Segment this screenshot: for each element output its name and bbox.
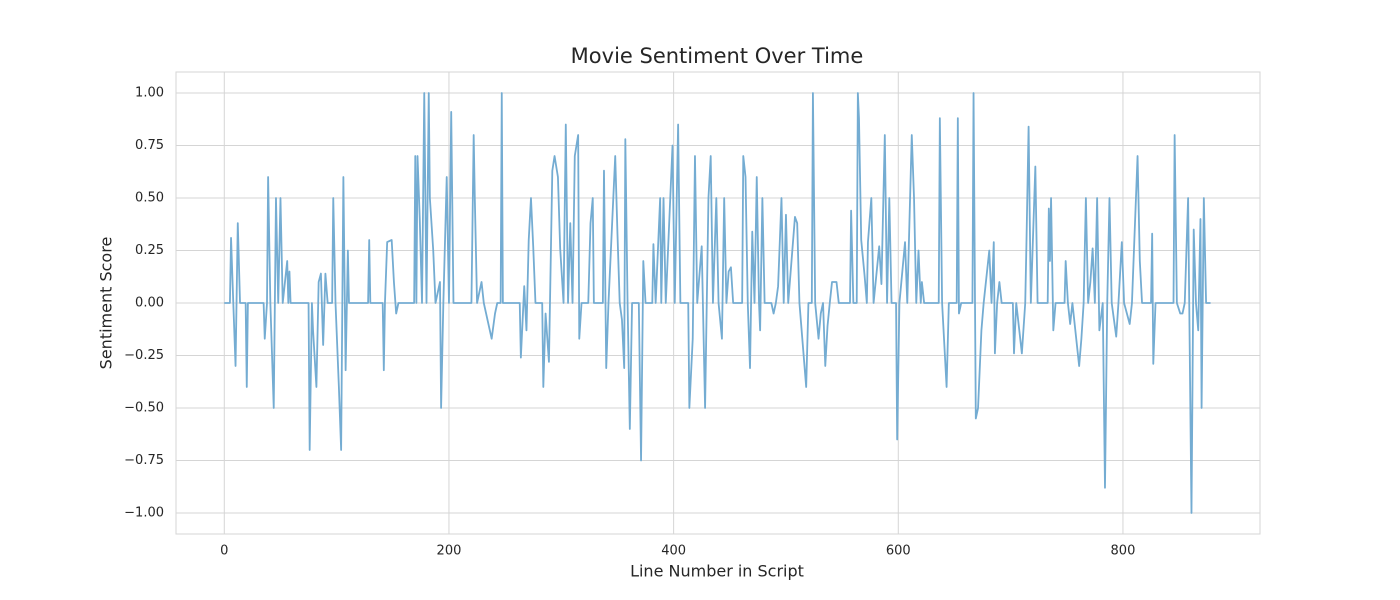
y-tick-label: 0.25	[135, 243, 164, 258]
plot-frame	[175, 71, 1261, 535]
x-tick-label: 0	[220, 544, 228, 559]
x-axis-label: Line Number in Script	[630, 562, 804, 581]
y-tick-label: −1.00	[124, 506, 164, 521]
y-tick-label: 1.00	[135, 86, 164, 101]
chart-title: Movie Sentiment Over Time	[571, 44, 864, 68]
y-tick-label: 0.75	[135, 138, 164, 153]
x-tick-label: 800	[1111, 544, 1136, 559]
y-tick-label: −0.25	[124, 348, 164, 363]
x-tick-label: 200	[437, 544, 462, 559]
data-line	[224, 92, 1211, 514]
x-tick-label: 400	[661, 544, 686, 559]
y-tick-label: −0.75	[124, 453, 164, 468]
x-tick-label: 600	[886, 544, 911, 559]
y-tick-label: −0.50	[124, 401, 164, 416]
y-tick-label: 0.00	[135, 296, 164, 311]
y-axis-label: Sentiment Score	[97, 237, 116, 370]
y-tick-label: 0.50	[135, 191, 164, 206]
